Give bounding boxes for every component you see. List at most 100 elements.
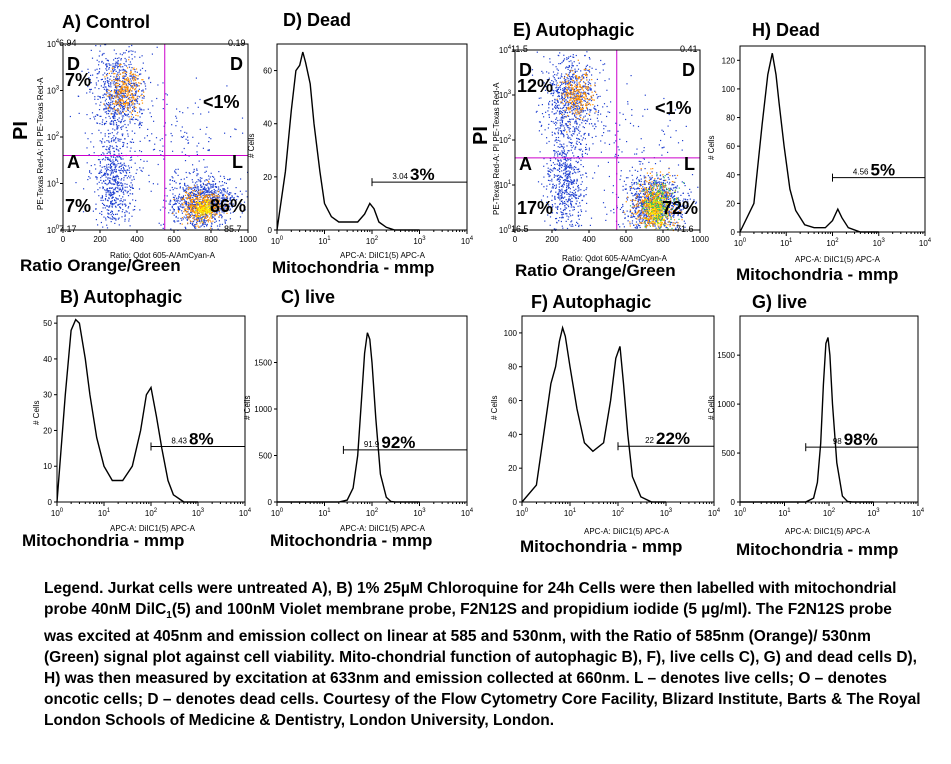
scatter-dot: [132, 79, 134, 81]
scatter-dot: [637, 199, 639, 201]
scatter-dot: [559, 175, 561, 178]
scatter-dot: [188, 216, 191, 218]
scatter-dot: [561, 188, 563, 190]
scatter-dot: [222, 188, 224, 190]
scatter-dot: [549, 216, 552, 218]
scatter-dot: [642, 219, 644, 221]
scatter-dot: [568, 170, 570, 172]
scatter-dot: [559, 197, 561, 199]
scatter-dot: [229, 198, 231, 200]
scatter-dot: [572, 214, 574, 216]
scatter-dot: [595, 68, 597, 70]
scatter-dot: [566, 94, 568, 96]
scatter-dot: [548, 72, 550, 74]
scatter-dot: [108, 166, 110, 168]
scatter-dot: [130, 186, 132, 188]
scatter-dot: [576, 77, 578, 79]
scatter-dot: [613, 212, 615, 214]
scatter-dot: [136, 102, 138, 104]
scatter-dot: [118, 109, 120, 111]
scatter-dot: [565, 171, 567, 173]
scatter-dot: [583, 96, 585, 98]
scatter-dot: [570, 179, 572, 181]
scatter-dot: [133, 176, 135, 178]
scatter-dot: [574, 85, 576, 88]
scatter-dot: [575, 116, 577, 118]
scatter-dot: [195, 197, 197, 199]
scatter-dot: [558, 95, 560, 98]
scatter-dot: [578, 82, 580, 84]
scatter-dot: [148, 78, 150, 80]
scatter-dot: [559, 199, 561, 201]
scatter-dot: [562, 179, 565, 181]
scatter-dot: [133, 83, 135, 85]
scatter-dot: [217, 202, 219, 204]
scatter-dot: [109, 217, 111, 219]
scatter-dot: [175, 172, 177, 174]
scatter-dot: [565, 94, 568, 96]
scatter-dot: [117, 89, 119, 91]
scatter-dot: [563, 78, 565, 80]
scatter-dot: [556, 88, 558, 91]
scatter-dot: [131, 138, 133, 140]
scatter-dot: [575, 103, 577, 105]
scatter-dot: [105, 148, 107, 150]
scatter-dot: [569, 199, 571, 201]
scatter-dot: [169, 203, 171, 205]
scatter-dot: [115, 85, 118, 87]
scatter-dot: [216, 196, 218, 198]
scatter-dot: [575, 75, 577, 77]
scatter-dot: [566, 101, 568, 103]
scatter-dot: [96, 122, 99, 124]
scatter-dot: [557, 196, 559, 198]
scatter-dot: [576, 200, 578, 202]
scatter-dot: [110, 166, 112, 168]
scatter-dot: [132, 103, 134, 105]
scatter-dot: [567, 101, 569, 103]
scatter-dot: [214, 205, 216, 207]
scatter-dot: [110, 160, 112, 162]
scatter-dot: [643, 181, 645, 183]
scatter-dot: [599, 95, 601, 97]
scatter-dot: [119, 102, 122, 104]
scatter-dot: [565, 220, 567, 222]
scatter-dot: [571, 76, 573, 78]
scatter-dot: [117, 78, 119, 80]
scatter-dot: [214, 203, 217, 205]
scatter-dot: [116, 102, 118, 105]
scatter-dot: [570, 78, 572, 80]
scatter-dot: [566, 112, 568, 114]
scatter-dot: [569, 92, 572, 94]
scatter-dot: [552, 205, 554, 207]
scatter-dot: [185, 227, 187, 229]
scatter-dot: [121, 178, 123, 180]
scatter-dot: [573, 103, 575, 105]
y-axis-small-label: PE-Texas Red-A: PI PE-Texas Red-A: [36, 77, 45, 211]
scatter-dot: [234, 193, 237, 195]
scatter-dot: [111, 197, 113, 199]
scatter-dot: [552, 187, 555, 189]
scatter-dot: [639, 174, 642, 177]
scatter-dot: [141, 170, 143, 172]
scatter-dot: [591, 79, 593, 81]
scatter-dot: [567, 120, 569, 123]
scatter-dot: [567, 173, 569, 175]
scatter-dot: [575, 54, 577, 57]
scatter-dot: [638, 214, 640, 216]
scatter-dot: [562, 92, 564, 94]
scatter-dot: [226, 205, 228, 207]
scatter-dot: [120, 162, 122, 164]
scatter-dot: [129, 107, 131, 109]
scatter-dot: [224, 132, 226, 134]
scatter-dot: [118, 189, 120, 191]
scatter-dot: [576, 84, 579, 86]
scatter-dot: [197, 191, 200, 193]
scatter-dot: [131, 187, 134, 189]
scatter-dot: [110, 156, 112, 158]
scatter-dot: [592, 94, 594, 96]
scatter-dot: [585, 92, 587, 94]
scatter-dot: [589, 98, 591, 100]
scatter-dot: [133, 80, 135, 82]
scatter-dot: [557, 131, 559, 133]
scatter-dot: [567, 68, 569, 70]
